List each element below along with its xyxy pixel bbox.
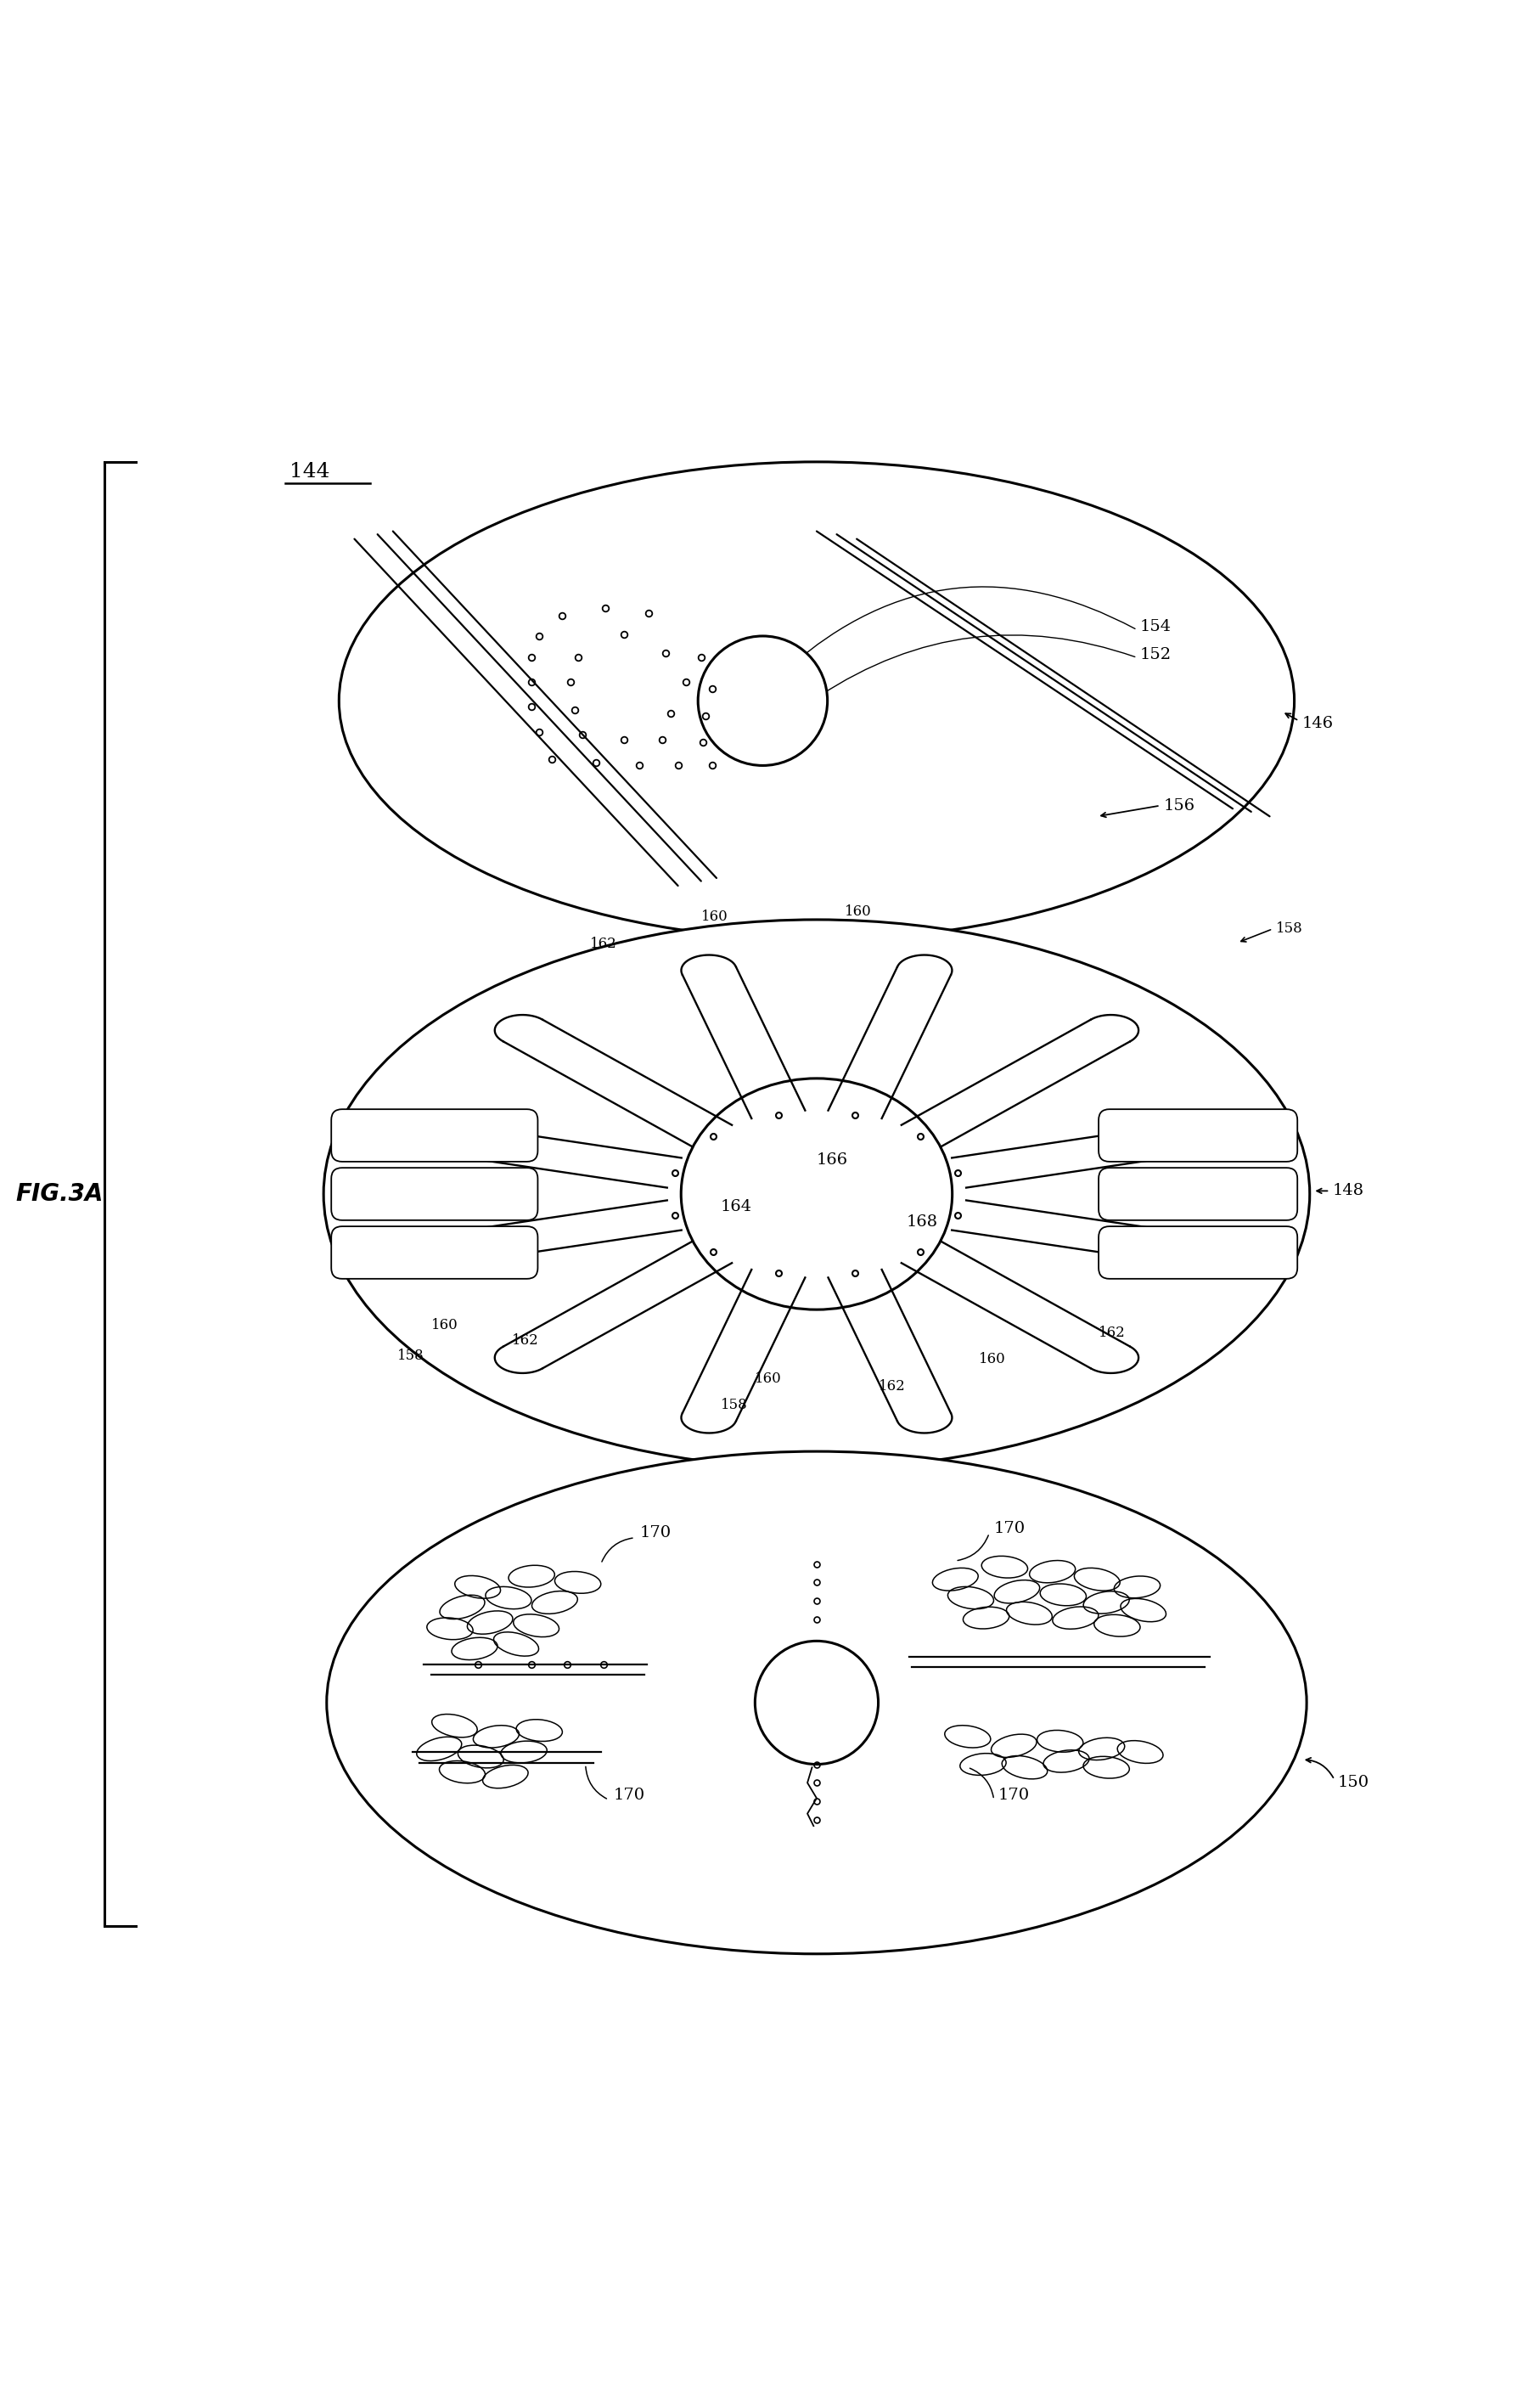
Text: 160: 160 bbox=[755, 1371, 781, 1385]
FancyBboxPatch shape bbox=[331, 1110, 537, 1161]
Text: 164: 164 bbox=[721, 1199, 752, 1213]
Text: 162: 162 bbox=[511, 1333, 537, 1347]
Text: FIG.3A: FIG.3A bbox=[15, 1182, 103, 1206]
Ellipse shape bbox=[755, 1641, 878, 1765]
Text: 166: 166 bbox=[816, 1153, 847, 1168]
Text: 160: 160 bbox=[844, 905, 870, 919]
Text: 144: 144 bbox=[290, 463, 330, 482]
Text: 160: 160 bbox=[701, 910, 727, 924]
Text: 170: 170 bbox=[993, 1521, 1024, 1535]
Ellipse shape bbox=[339, 461, 1294, 941]
Text: 146: 146 bbox=[1301, 716, 1332, 731]
Text: 170: 170 bbox=[998, 1789, 1029, 1803]
FancyBboxPatch shape bbox=[1098, 1110, 1297, 1161]
Text: 170: 170 bbox=[613, 1789, 644, 1803]
Text: 162: 162 bbox=[1098, 1325, 1124, 1340]
FancyBboxPatch shape bbox=[331, 1227, 537, 1278]
Text: 170: 170 bbox=[639, 1526, 670, 1540]
Text: 154: 154 bbox=[1140, 618, 1170, 635]
Text: 158: 158 bbox=[397, 1349, 424, 1364]
Text: 162: 162 bbox=[878, 1380, 904, 1395]
Ellipse shape bbox=[698, 635, 827, 767]
Text: 148: 148 bbox=[1332, 1184, 1363, 1199]
Text: 152: 152 bbox=[1140, 647, 1170, 661]
FancyBboxPatch shape bbox=[331, 1168, 537, 1220]
Ellipse shape bbox=[326, 1452, 1306, 1953]
Text: 160: 160 bbox=[978, 1352, 1004, 1366]
Ellipse shape bbox=[323, 919, 1309, 1469]
Text: 168: 168 bbox=[906, 1213, 936, 1230]
Text: 156: 156 bbox=[1163, 798, 1194, 814]
Ellipse shape bbox=[681, 1079, 952, 1309]
FancyBboxPatch shape bbox=[1098, 1168, 1297, 1220]
Text: 158: 158 bbox=[721, 1397, 747, 1411]
Text: 150: 150 bbox=[1337, 1774, 1368, 1791]
FancyBboxPatch shape bbox=[1098, 1227, 1297, 1278]
Text: 158: 158 bbox=[1275, 922, 1301, 936]
Text: 160: 160 bbox=[431, 1318, 457, 1333]
Text: 162: 162 bbox=[590, 936, 616, 950]
